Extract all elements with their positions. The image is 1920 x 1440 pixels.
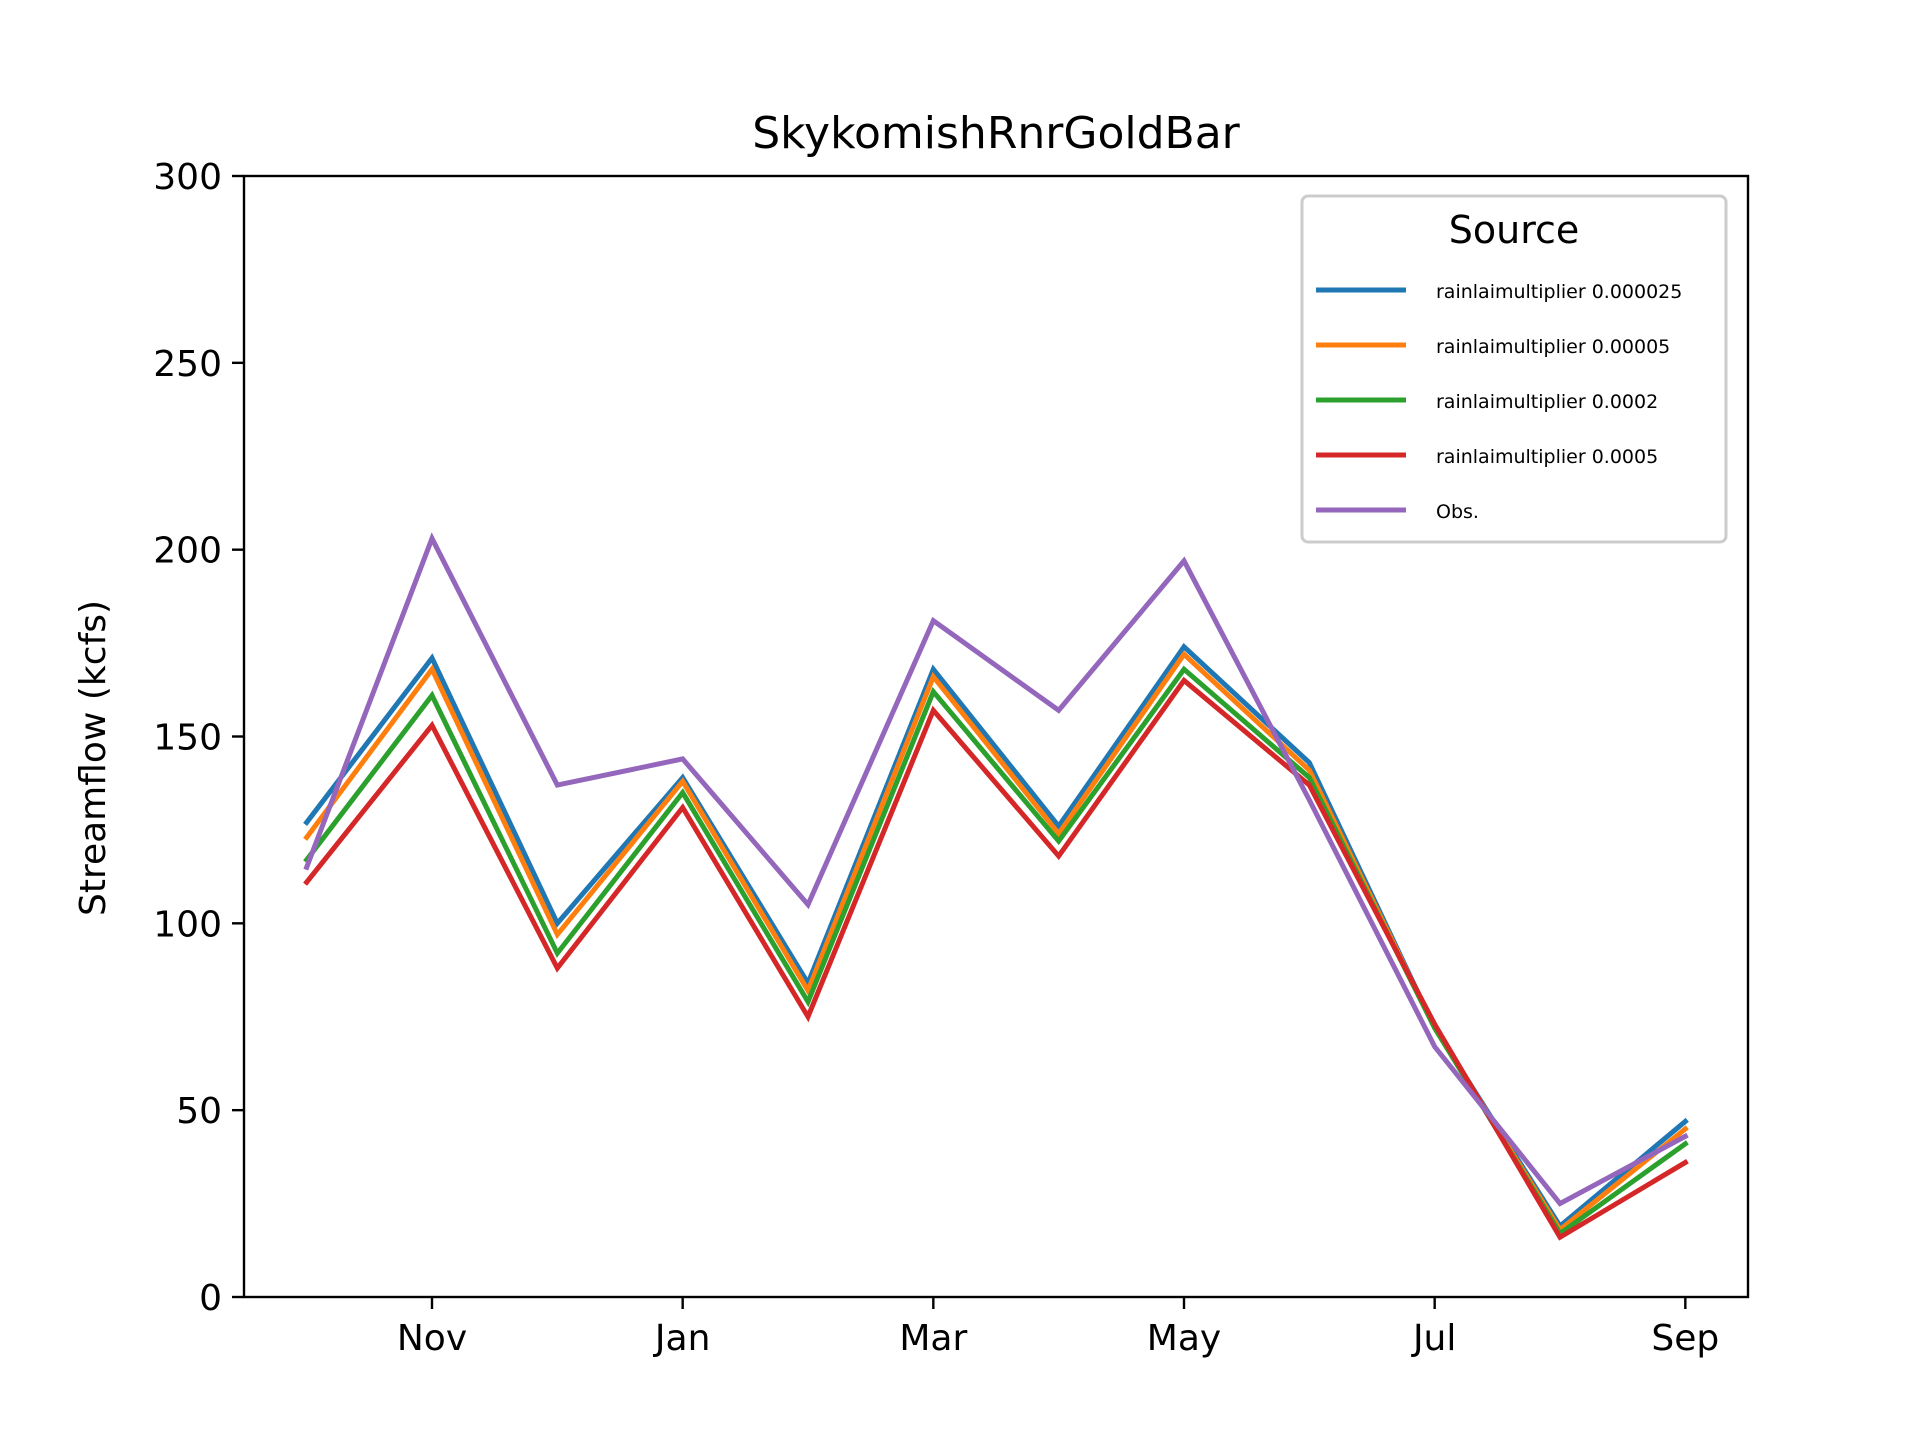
- y-tick-label: 150: [153, 718, 222, 759]
- legend-entry-label: rainlaimultiplier 0.00005: [1436, 336, 1670, 358]
- legend-entry-label: rainlaimultiplier 0.000025: [1436, 281, 1682, 303]
- y-tick-label: 50: [176, 1091, 222, 1132]
- legend-title: Source: [1449, 208, 1580, 252]
- x-tick-label: Jul: [1411, 1318, 1456, 1359]
- legend-box: [1300, 194, 1728, 544]
- series-lines: [303, 532, 1689, 1241]
- legend-entry-label: Obs.: [1436, 501, 1479, 523]
- x-tick-label: Nov: [397, 1318, 467, 1359]
- y-tick-label: 250: [153, 344, 222, 385]
- chart-title: SkykomishRnrGoldBar: [752, 108, 1240, 159]
- y-axis-ticks: 0 50 100 150 200 250 300: [153, 157, 244, 1319]
- legend-entry-label: rainlaimultiplier 0.0005: [1436, 446, 1658, 468]
- x-axis-ticks: Nov Jan Mar May Jul Sep: [397, 1297, 1719, 1359]
- y-tick-label: 200: [153, 531, 222, 572]
- x-tick-label: Sep: [1651, 1318, 1719, 1359]
- series-line-4: [303, 532, 1689, 1207]
- y-axis-label: Streamflow (kcfs): [73, 600, 114, 916]
- y-tick-label: 0: [199, 1278, 222, 1319]
- x-tick-label: Mar: [899, 1318, 967, 1359]
- legend-entry-label: rainlaimultiplier 0.0002: [1436, 391, 1658, 413]
- series-line-3: [303, 676, 1689, 1241]
- x-tick-label: Jan: [653, 1318, 711, 1359]
- x-tick-label: May: [1147, 1318, 1221, 1359]
- plot-area: 0 50 100 150 200 250 300 Nov Jan Mar May Jul Sep: [153, 157, 1750, 1359]
- y-tick-label: 300: [153, 157, 222, 198]
- legend: Source rainlaimultiplier 0.000025 rainlaim…: [1300, 194, 1728, 544]
- y-tick-label: 100: [153, 904, 222, 945]
